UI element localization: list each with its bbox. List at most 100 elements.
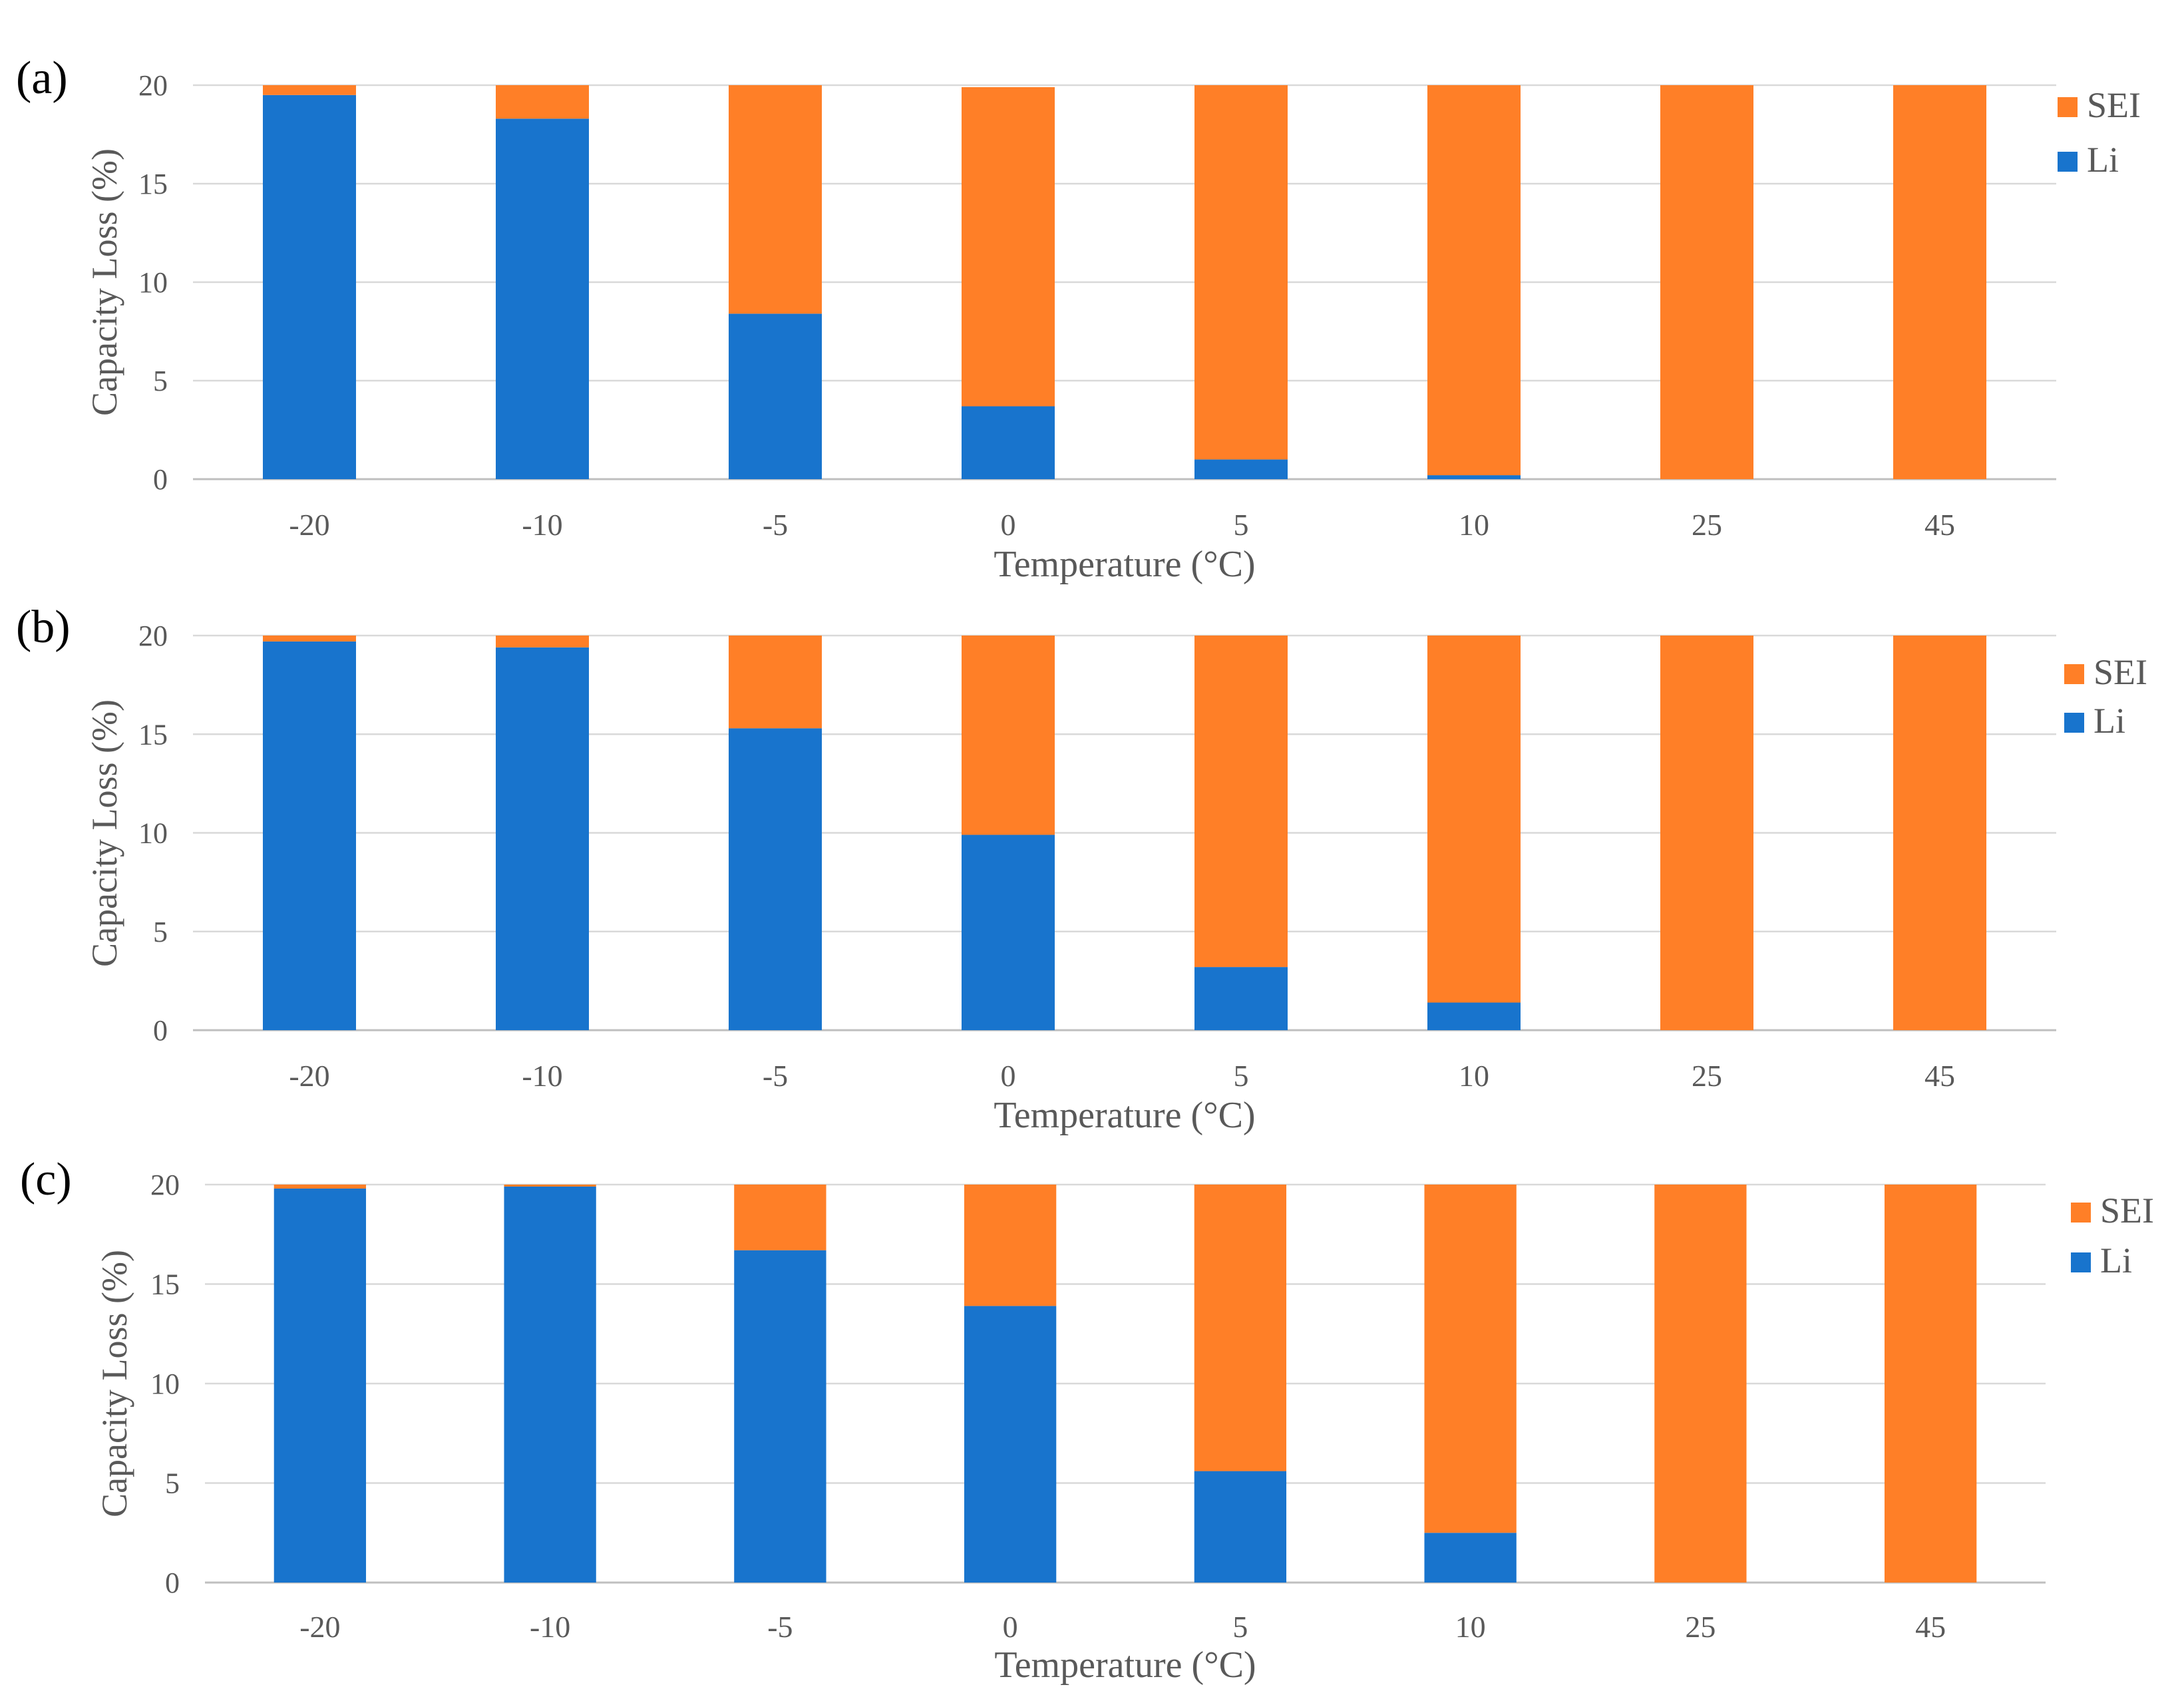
y-tick-label: 5: [153, 365, 168, 397]
x-tick-label: -10: [522, 1059, 562, 1093]
legend-swatch-sei: [2064, 664, 2084, 684]
bar-sei-25: [1660, 636, 1753, 1030]
bar-sei-45: [1893, 636, 1986, 1030]
x-tick-label: 0: [1001, 508, 1016, 542]
bar-sei-0: [962, 636, 1055, 835]
bar-li--5: [729, 313, 822, 479]
bar-sei--5: [734, 1185, 826, 1250]
y-tick-label: 15: [138, 168, 168, 200]
bar-sei--20: [273, 1185, 367, 1189]
x-tick-label: 10: [1459, 508, 1489, 542]
legend-swatch-li: [2071, 1252, 2091, 1272]
x-tick-label: -5: [763, 508, 788, 542]
bar-sei--10: [496, 85, 589, 119]
bar-li--5: [729, 728, 822, 1030]
y-tick-label: 20: [138, 69, 168, 102]
y-tick-label: 0: [153, 463, 168, 496]
x-tick-label: 5: [1234, 1059, 1249, 1093]
x-tick-label: -5: [763, 1059, 788, 1093]
y-tick-label: 20: [150, 1169, 180, 1201]
bar-sei--5: [729, 85, 822, 314]
bar-sei-0: [964, 1185, 1057, 1306]
bar-li-0: [964, 1306, 1057, 1583]
legend-swatch-sei: [2071, 1203, 2091, 1223]
bar-sei-25: [1660, 85, 1753, 479]
bar-li-10: [1427, 1002, 1521, 1030]
x-tick-label: 25: [1685, 1610, 1716, 1644]
bar-li-10: [1427, 475, 1521, 479]
legend-label-li: Li: [2087, 140, 2119, 180]
x-tick-label: -20: [289, 508, 329, 542]
bar-sei--10: [504, 1185, 596, 1187]
y-tick-label: 10: [138, 817, 168, 850]
bar-li--5: [734, 1250, 826, 1583]
bar-sei-0: [962, 87, 1055, 407]
bar-li--10: [496, 647, 589, 1030]
panel-label: (a): [16, 53, 68, 104]
y-axis-title: Capacity Loss (%): [85, 148, 124, 416]
bar-li-5: [1194, 967, 1288, 1030]
y-tick-label: 5: [165, 1467, 180, 1500]
x-axis-title: Temperature (°C): [994, 544, 1255, 585]
bar-sei-45: [1884, 1185, 1977, 1583]
x-tick-label: 0: [1001, 1059, 1016, 1093]
panel-label: (c): [20, 1154, 72, 1205]
y-axis-title: Capacity Loss (%): [85, 699, 124, 967]
bar-li-0: [962, 835, 1055, 1030]
bar-sei-10: [1427, 85, 1521, 476]
legend-swatch-li: [2064, 713, 2084, 733]
x-tick-label: 45: [1915, 1610, 1946, 1644]
bar-sei--10: [496, 636, 589, 648]
x-tick-label: -5: [767, 1610, 793, 1644]
y-tick-label: 20: [138, 620, 168, 652]
y-tick-label: 0: [153, 1014, 168, 1047]
legend-label-li: Li: [2100, 1240, 2132, 1280]
bar-sei-5: [1194, 85, 1288, 460]
x-axis-title: Temperature (°C): [994, 1095, 1255, 1136]
x-tick-label: 0: [1003, 1610, 1018, 1644]
y-tick-label: 5: [153, 916, 168, 948]
x-tick-label: -10: [530, 1610, 570, 1644]
x-tick-label: 5: [1234, 508, 1249, 542]
x-tick-label: 45: [1924, 1059, 1955, 1093]
chart-panel-c: 0 5 10 15 20 -20 -10 -5 0 5 10 25 45 Temperature (°C)…: [20, 1154, 2154, 1686]
legend-label-li: Li: [2093, 701, 2125, 741]
y-tick-label: 15: [150, 1268, 180, 1301]
x-tick-label: 10: [1455, 1610, 1486, 1644]
chart-panel-a: 0 5 10 15 20 -20 -10 -5 0 5 10 25 45 Temperature (°C)…: [16, 53, 2141, 585]
bar-sei--5: [729, 636, 822, 729]
legend-swatch-li: [2058, 152, 2078, 172]
chart-panel-b: 0 5 10 15 20 -20 -10 -5 0 5 10 25 45 Temperature (°C)…: [16, 602, 2147, 1136]
bar-li-5: [1194, 1471, 1287, 1583]
bar-li--20: [273, 1188, 367, 1583]
bar-sei-5: [1194, 1185, 1287, 1471]
x-tick-label: 5: [1232, 1610, 1248, 1644]
legend-label-sei: SEI: [2087, 85, 2141, 125]
bar-li-10: [1424, 1533, 1517, 1583]
bar-li--20: [263, 94, 356, 480]
y-tick-label: 15: [138, 718, 168, 751]
bar-sei--20: [263, 636, 356, 642]
bar-li--10: [496, 118, 589, 479]
legend-swatch-sei: [2058, 97, 2078, 117]
x-tick-label: -10: [522, 508, 562, 542]
y-tick-label: 0: [165, 1567, 180, 1599]
bar-sei-25: [1654, 1185, 1747, 1583]
y-axis-title: Capacity Loss (%): [94, 1250, 134, 1517]
x-tick-label: 25: [1692, 508, 1722, 542]
bar-li--10: [504, 1186, 596, 1583]
x-tick-label: 45: [1924, 508, 1955, 542]
x-tick-label: -20: [289, 1059, 329, 1093]
legend-label-sei: SEI: [2093, 652, 2147, 692]
bar-sei-10: [1424, 1185, 1517, 1533]
bar-sei-10: [1427, 636, 1521, 1003]
bar-sei-5: [1194, 636, 1288, 968]
x-axis-title: Temperature (°C): [994, 1644, 1256, 1686]
bar-sei-45: [1893, 85, 1986, 479]
legend-label-sei: SEI: [2100, 1191, 2154, 1230]
bar-sei--20: [263, 85, 356, 95]
panel-label: (b): [16, 602, 71, 653]
x-tick-label: 10: [1459, 1059, 1489, 1093]
bar-li-0: [962, 406, 1055, 479]
